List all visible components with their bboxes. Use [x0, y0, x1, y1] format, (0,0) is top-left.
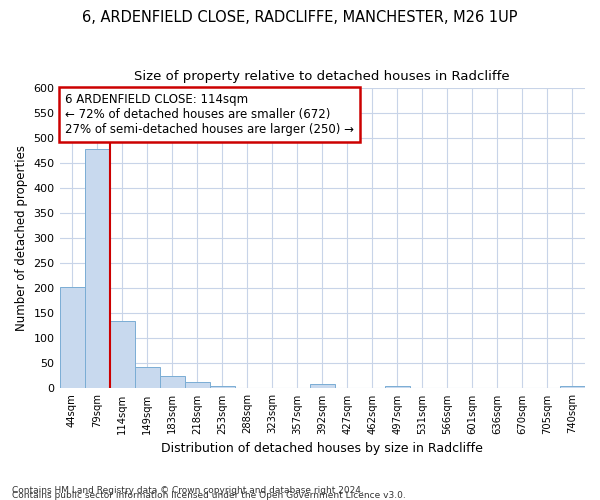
Title: Size of property relative to detached houses in Radcliffe: Size of property relative to detached ho…: [134, 70, 510, 83]
Y-axis label: Number of detached properties: Number of detached properties: [15, 146, 28, 332]
Text: 6, ARDENFIELD CLOSE, RADCLIFFE, MANCHESTER, M26 1UP: 6, ARDENFIELD CLOSE, RADCLIFFE, MANCHEST…: [82, 10, 518, 25]
Text: Contains HM Land Registry data © Crown copyright and database right 2024.: Contains HM Land Registry data © Crown c…: [12, 486, 364, 495]
Bar: [59, 287, 85, 388]
Bar: [560, 386, 585, 388]
Bar: [85, 150, 110, 388]
Bar: [110, 321, 134, 388]
Text: 6 ARDENFIELD CLOSE: 114sqm
← 72% of detached houses are smaller (672)
27% of sem: 6 ARDENFIELD CLOSE: 114sqm ← 72% of deta…: [65, 93, 354, 136]
Bar: [185, 382, 209, 388]
Bar: [310, 384, 335, 388]
Bar: [134, 367, 160, 388]
Bar: [160, 376, 185, 388]
Text: Contains public sector information licensed under the Open Government Licence v3: Contains public sector information licen…: [12, 491, 406, 500]
Bar: [385, 386, 410, 388]
Bar: [209, 386, 235, 388]
X-axis label: Distribution of detached houses by size in Radcliffe: Distribution of detached houses by size …: [161, 442, 483, 455]
